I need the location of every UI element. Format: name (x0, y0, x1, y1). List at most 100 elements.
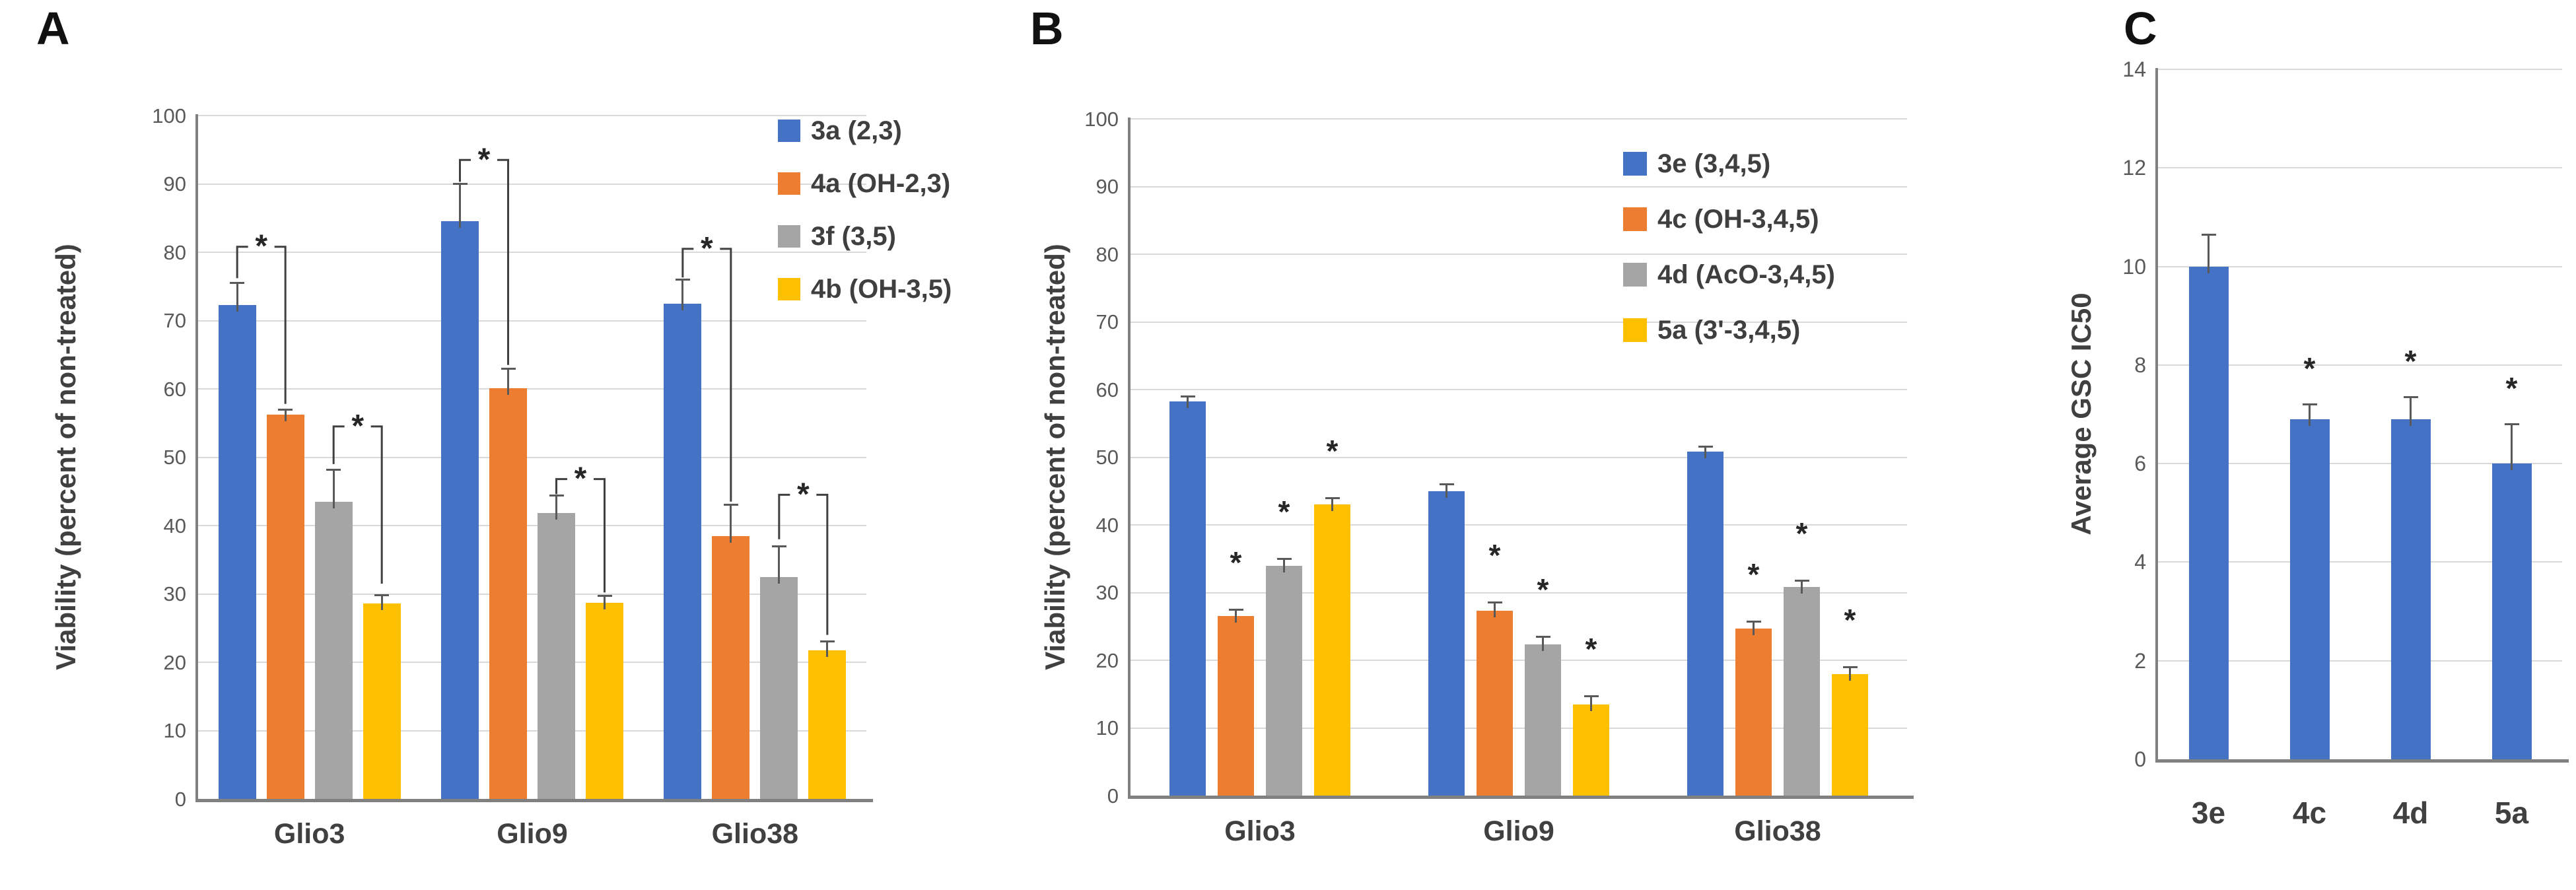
4d-aco-3-4-5-swatch (1623, 263, 1647, 287)
3a-2-3-swatch (778, 120, 800, 142)
legend-label: 3a (2,3) (811, 116, 902, 145)
bar-5a-3-3-4-5-glio9 (1573, 704, 1609, 796)
y-tick-label: 100 (152, 104, 186, 127)
chart-a-y-axis-title: Viability (percent of non-treated) (50, 244, 81, 670)
x-category-label: Glio9 (497, 818, 568, 850)
legend-item-5a-3-3-4-5: 5a (3'-3,4,5) (1623, 317, 1800, 343)
gridline (1131, 456, 1907, 458)
bar-4c-oh-3-4-5-glio9 (1477, 611, 1513, 796)
error-bar-cap (1228, 608, 1243, 611)
y-tick-label: 60 (1096, 378, 1119, 401)
bar-4a-oh-2-3-glio38 (712, 535, 750, 799)
error-bar (1445, 484, 1447, 498)
gridline (198, 388, 866, 390)
error-bar-cap (1439, 483, 1454, 485)
legend-label: 4a (OH-2,3) (811, 169, 951, 198)
error-bar-cap (1746, 621, 1761, 623)
bar-4d-aco-3-4-5-glio3 (1266, 565, 1302, 796)
error-bar (1704, 446, 1706, 459)
legend-label: 4d (AcO-3,4,5) (1657, 260, 1835, 289)
error-bar (778, 546, 781, 584)
y-tick-label: 0 (2134, 747, 2146, 771)
significance-star: * (1747, 557, 1760, 592)
error-bar-cap (1698, 445, 1713, 448)
bar-4b-oh-3-5-glio3 (363, 603, 401, 799)
gridline (1131, 389, 1907, 390)
error-bar (2410, 397, 2412, 426)
error-bar-cap (771, 545, 786, 547)
bar-3f-3-5-glio3 (314, 501, 353, 799)
bar-4c-oh-3-4-5-glio38 (1735, 628, 1772, 796)
significance-star: * (1537, 572, 1549, 607)
error-bar (1235, 609, 1237, 623)
y-tick-label: 40 (1096, 513, 1119, 537)
significance-star: * (2505, 370, 2518, 405)
y-tick-label: 2 (2134, 648, 2146, 673)
error-bar-cap (1487, 601, 1502, 604)
4c-oh-3-4-5-swatch (1623, 207, 1647, 231)
gridline (1131, 186, 1907, 188)
error-bar (284, 409, 287, 422)
y-tick-label: 30 (1096, 581, 1119, 604)
x-category-label: Glio3 (1224, 815, 1296, 847)
error-bar-cap (326, 468, 341, 471)
gridline (1131, 727, 1907, 729)
error-bar (459, 184, 461, 228)
error-bar (1283, 559, 1285, 572)
y-tick-label: 20 (163, 650, 186, 674)
bar-4d-aco-3-4-5-glio9 (1525, 644, 1561, 796)
error-bar (681, 279, 684, 310)
error-bar (380, 595, 383, 610)
x-axis-line (1128, 796, 1914, 799)
error-bar-cap (374, 594, 390, 597)
bar-4a-oh-2-3-glio3 (266, 415, 304, 799)
error-bar-cap (1180, 395, 1195, 397)
error-bar-cap (819, 640, 835, 643)
bar-3f-3-5-glio9 (538, 513, 575, 799)
error-bar-cap (2302, 403, 2317, 406)
gridline (198, 593, 866, 595)
y-tick-label: 6 (2134, 452, 2146, 476)
y-tick-label: 30 (163, 582, 186, 605)
bar-3a-2-3-glio3 (218, 304, 256, 799)
3e-3-4-5-swatch (1623, 152, 1647, 176)
significance-bracket-star: * (478, 142, 491, 177)
bar-4b-oh-3-5-glio9 (586, 602, 623, 799)
gridline (1131, 321, 1907, 323)
error-bar-cap (452, 183, 468, 185)
error-bar-cap (230, 282, 245, 285)
y-tick-label: 10 (2122, 254, 2146, 279)
error-bar (1849, 667, 1851, 681)
error-bar-cap (278, 408, 293, 411)
error-bar (1542, 636, 1544, 652)
significance-bracket-star: * (797, 477, 810, 512)
y-tick-label: 70 (163, 309, 186, 332)
error-bar-cap (723, 504, 738, 506)
significance-star: * (1230, 545, 1242, 580)
legend-label: 4c (OH-3,4,5) (1657, 205, 1819, 234)
significance-bracket-star: * (351, 409, 364, 444)
error-bar (332, 469, 335, 508)
bar-5a-3-3-4-5-glio38 (1832, 673, 1868, 796)
bar-average-gsc-ic50-4d (2390, 419, 2431, 759)
y-tick-label: 0 (174, 787, 186, 811)
y-tick-label: 90 (163, 172, 186, 195)
error-bar-cap (2403, 395, 2418, 398)
error-bar-cap (1794, 579, 1809, 582)
error-bar (236, 283, 238, 312)
4b-oh-3-5-swatch (778, 278, 800, 300)
bar-3a-2-3-glio9 (441, 221, 479, 799)
gridline (198, 183, 866, 185)
error-bar-cap (675, 278, 690, 281)
gridline (2158, 463, 2562, 465)
panel-label-a: A (36, 3, 70, 54)
legend-label: 4b (OH-3,5) (811, 275, 952, 304)
legend-item-4a-oh-2-3: 4a (OH-2,3) (778, 170, 950, 197)
error-bar-cap (1584, 695, 1599, 697)
bar-3f-3-5-glio38 (760, 576, 798, 799)
gridline (198, 320, 866, 322)
y-tick-label: 100 (1084, 107, 1119, 131)
bar-3e-3-4-5-glio38 (1687, 452, 1723, 796)
y-tick-label: 8 (2134, 353, 2146, 377)
